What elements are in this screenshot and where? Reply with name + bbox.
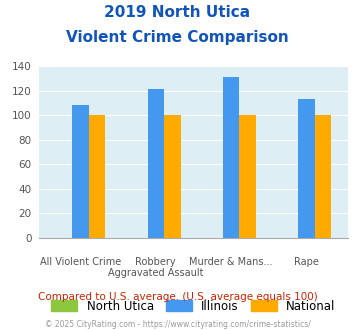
Text: Robbery: Robbery bbox=[136, 257, 176, 267]
Text: Rape: Rape bbox=[294, 257, 319, 267]
Bar bbox=[148, 89, 164, 238]
Text: Violent Crime Comparison: Violent Crime Comparison bbox=[66, 30, 289, 45]
Legend: North Utica, Illinois, National: North Utica, Illinois, National bbox=[47, 295, 340, 317]
Bar bbox=[72, 105, 89, 238]
Bar bbox=[164, 115, 181, 238]
Text: Aggravated Assault: Aggravated Assault bbox=[108, 268, 203, 278]
Bar bbox=[89, 115, 105, 238]
Bar bbox=[315, 115, 331, 238]
Text: Murder & Mans...: Murder & Mans... bbox=[189, 257, 273, 267]
Text: © 2025 CityRating.com - https://www.cityrating.com/crime-statistics/: © 2025 CityRating.com - https://www.city… bbox=[45, 320, 310, 329]
Text: 2019 North Utica: 2019 North Utica bbox=[104, 5, 251, 20]
Text: All Violent Crime: All Violent Crime bbox=[40, 257, 121, 267]
Bar bbox=[223, 77, 239, 238]
Bar bbox=[239, 115, 256, 238]
Bar bbox=[298, 99, 315, 238]
Text: Compared to U.S. average. (U.S. average equals 100): Compared to U.S. average. (U.S. average … bbox=[38, 292, 317, 302]
